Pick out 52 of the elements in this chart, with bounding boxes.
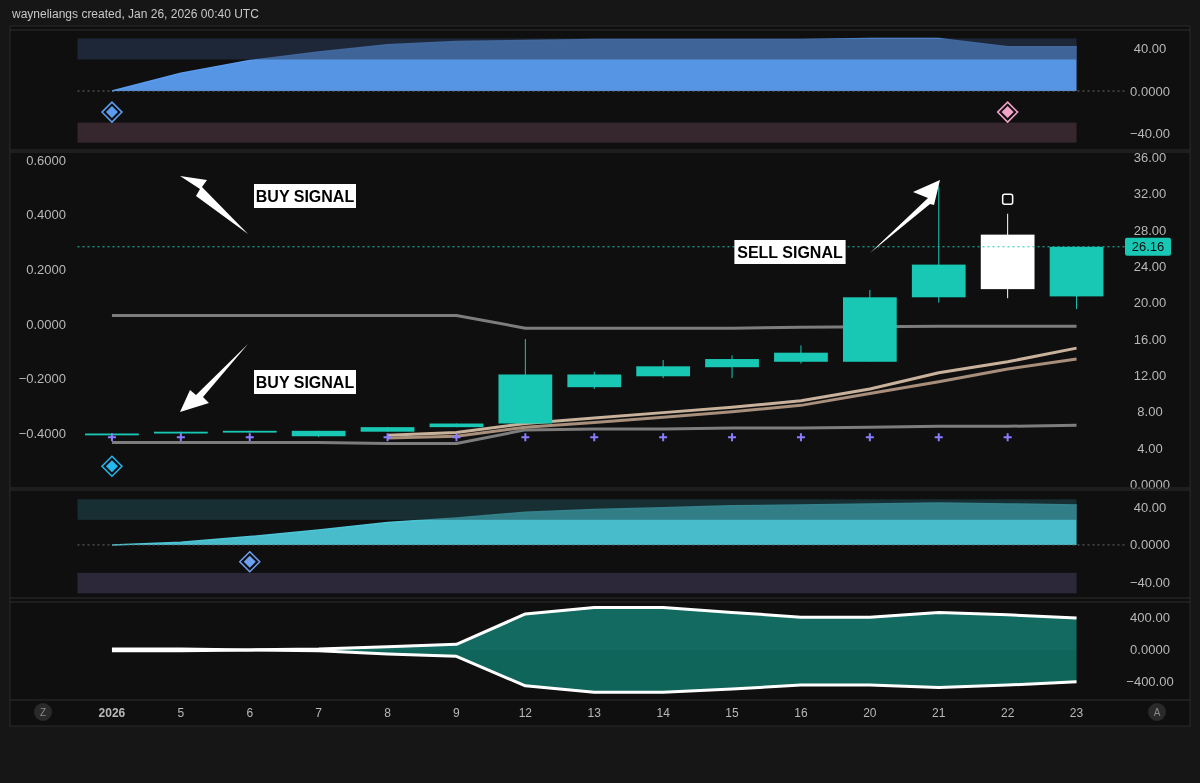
y-tick-label: 36.00 bbox=[1133, 149, 1167, 165]
x-tick-label: 2026 bbox=[98, 706, 126, 720]
y-tick-label: 32.00 bbox=[1133, 186, 1167, 202]
x-tick-label: 5 bbox=[177, 706, 185, 720]
y-tick-label: 20.00 bbox=[1133, 295, 1167, 311]
y-tick-label: 16.00 bbox=[1133, 331, 1167, 347]
y-tick-label: 8.00 bbox=[1137, 404, 1163, 420]
text: Z bbox=[39, 707, 47, 718]
x-tick-label: 8 bbox=[384, 706, 392, 720]
y2-tick-label: −0.2000 bbox=[18, 371, 66, 387]
y2-tick-label: −0.4000 bbox=[18, 425, 66, 441]
point bbox=[106, 432, 117, 443]
x-tick-label: 16 bbox=[794, 706, 808, 720]
y2-tick-label: 0.0000 bbox=[26, 316, 66, 332]
x-tick-label: 13 bbox=[587, 706, 602, 720]
y-tick-label: −40.00 bbox=[1129, 125, 1171, 141]
x-tick-label: 21 bbox=[932, 706, 946, 720]
x-tick-label: 15 bbox=[725, 706, 740, 720]
ref-line-label: 26.16 bbox=[1131, 239, 1165, 255]
x-tick-label: 23 bbox=[1069, 706, 1084, 720]
y-tick-label: 12.00 bbox=[1133, 367, 1167, 383]
x-tick-label: 12 bbox=[518, 706, 533, 720]
y-tick-label: 28.00 bbox=[1133, 222, 1167, 238]
chart-title: wayneliangs created, Jan 26, 2026 00:40 UTC bbox=[11, 7, 260, 21]
annotation: SELL SIGNAL bbox=[737, 244, 843, 261]
y2-tick-label: 0.6000 bbox=[26, 152, 66, 168]
x-tick-label: 6 bbox=[246, 706, 254, 720]
y-tick-label: 0.0000 bbox=[1130, 476, 1170, 492]
x-tick-label: 14 bbox=[656, 706, 671, 720]
annotation: BUY SIGNAL bbox=[255, 374, 355, 391]
line-series bbox=[110, 313, 1079, 330]
y2-tick-label: 0.2000 bbox=[26, 261, 66, 277]
y2-tick-label: 0.4000 bbox=[26, 207, 66, 223]
y-tick-label: 40.00 bbox=[1133, 500, 1167, 516]
point bbox=[1001, 193, 1014, 205]
y-tick-label: −40.00 bbox=[1129, 574, 1171, 590]
y-tick-label: 0.0000 bbox=[1130, 642, 1170, 658]
line-series bbox=[110, 423, 1079, 445]
y-tick-label: 400.00 bbox=[1130, 610, 1170, 626]
y-tick-label: 40.00 bbox=[1133, 41, 1167, 57]
text: A bbox=[1153, 707, 1161, 718]
y-tick-label: 0.0000 bbox=[1130, 537, 1170, 553]
y-tick-label: −400.00 bbox=[1126, 674, 1174, 690]
x-tick-label: 9 bbox=[453, 706, 461, 720]
point bbox=[101, 455, 123, 477]
x-tick-label: 20 bbox=[863, 706, 877, 720]
y-tick-label: 24.00 bbox=[1133, 258, 1167, 274]
x-tick-label: 22 bbox=[1000, 706, 1015, 720]
x-tick-label: 7 bbox=[315, 706, 323, 720]
y-tick-label: 0.0000 bbox=[1130, 83, 1170, 99]
y-tick-label: 4.00 bbox=[1137, 440, 1163, 456]
annotation: BUY SIGNAL bbox=[255, 188, 355, 205]
